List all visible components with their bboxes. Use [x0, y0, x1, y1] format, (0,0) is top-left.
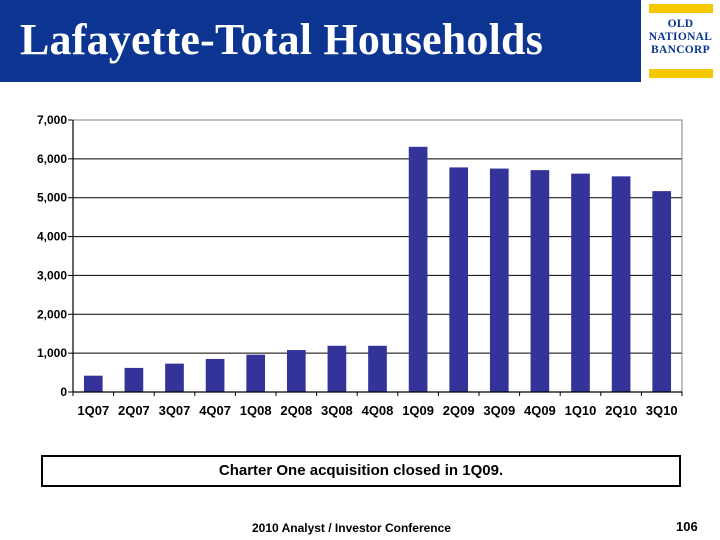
bar-2q09: [449, 167, 469, 392]
y-tick-label: 0: [60, 385, 67, 399]
bar-1q10: [571, 173, 590, 392]
y-tick-label: 2,000: [37, 307, 67, 321]
x-tick-label: 1Q07: [77, 403, 109, 418]
x-tick-label: 2Q07: [118, 403, 150, 418]
acquisition-note-box: Charter One acquisition closed in 1Q09.: [41, 455, 681, 487]
page-number: 106: [676, 519, 698, 534]
bar-4q07: [205, 358, 225, 392]
logo-line-3: BANCORP: [651, 44, 710, 56]
y-tick-label: 4,000: [37, 230, 67, 244]
x-tick-label: 2Q09: [443, 403, 475, 418]
x-tick-label: 3Q10: [646, 403, 678, 418]
x-tick-label: 2Q10: [605, 403, 637, 418]
x-tick-label: 1Q08: [240, 403, 272, 418]
x-tick-label: 3Q08: [321, 403, 353, 418]
logo-top-bar: [649, 4, 713, 13]
bar-1q09: [408, 146, 428, 392]
x-tick-label: 4Q08: [362, 403, 394, 418]
logo-line-2: NATIONAL: [648, 31, 713, 43]
y-tick-label: 5,000: [37, 191, 67, 205]
bar-4q09: [530, 170, 550, 392]
old-national-bancorp-logo: OLD NATIONAL BANCORP: [641, 0, 720, 82]
y-tick-label: 3,000: [37, 268, 67, 282]
title-banner: Lafayette-Total Households: [0, 0, 720, 82]
footer-conference-label: 2010 Analyst / Investor Conference: [252, 521, 451, 535]
x-tick-label: 1Q09: [402, 403, 434, 418]
x-tick-label: 4Q09: [524, 403, 556, 418]
logo-line-1: OLD: [667, 18, 694, 30]
bar-3q09: [489, 168, 509, 392]
y-tick-label: 7,000: [37, 113, 67, 127]
bar-3q07: [165, 363, 184, 392]
slide-title: Lafayette-Total Households: [20, 15, 544, 64]
x-tick-label: 3Q07: [159, 403, 191, 418]
bar-2q10: [611, 176, 631, 392]
bar-1q08: [246, 354, 266, 392]
y-tick-label: 6,000: [37, 152, 67, 166]
households-bar-chart: 0 1,000 2,000 3,000 4,000 5,000 6,000 7,000 1Q07…: [37, 113, 683, 418]
y-tick-label: 1,000: [37, 346, 67, 360]
x-tick-label: 2Q08: [280, 403, 312, 418]
bar-2q08: [286, 350, 306, 392]
bar-1q07: [83, 375, 103, 392]
acquisition-note: Charter One acquisition closed in 1Q09.: [218, 462, 504, 479]
bar-3q08: [327, 345, 347, 392]
x-tick-label: 1Q10: [565, 403, 597, 418]
logo-bottom-bar: [649, 69, 713, 78]
x-tick-label: 4Q07: [199, 403, 231, 418]
bar-2q07: [124, 367, 144, 392]
x-tick-label: 3Q09: [483, 403, 515, 418]
bar-4q08: [368, 345, 387, 392]
bar-3q10: [652, 191, 672, 392]
